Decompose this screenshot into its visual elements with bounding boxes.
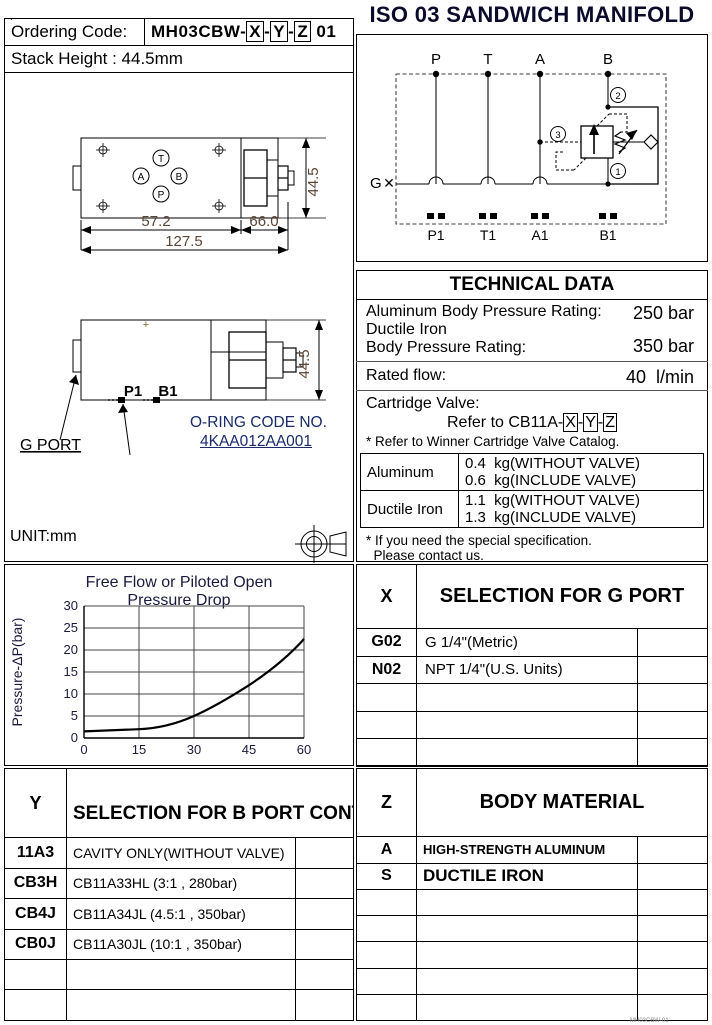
svg-text:B: B [176,172,183,183]
svg-text:66.0: 66.0 [249,213,278,230]
svg-text:2: 2 [615,91,620,102]
svg-text:1: 1 [615,167,620,178]
svg-text:44.5: 44.5 [305,167,322,196]
svg-text:30: 30 [64,598,78,613]
svg-text:10: 10 [64,686,78,701]
svg-text:44.5: 44.5 [296,349,313,378]
svg-text:A: A [138,172,145,183]
svg-text:25: 25 [64,620,78,635]
svg-text:Flow-Q(l/min): Flow-Q(l/min) [149,759,239,761]
svg-text:+: + [143,319,149,331]
svg-text:0: 0 [80,742,87,757]
svg-text:B: B [603,51,613,68]
svg-text:P: P [431,51,441,68]
svg-text:T: T [483,51,492,68]
svg-text:Pressure-ΔP(bar): Pressure-ΔP(bar) [9,618,25,727]
svg-text:15: 15 [64,664,78,679]
svg-text:P: P [158,190,165,201]
svg-text:T: T [158,154,164,165]
svg-text:B1: B1 [599,227,616,243]
svg-text:A1: A1 [531,227,548,243]
svg-text:B1: B1 [158,383,177,400]
svg-text:15: 15 [132,742,146,757]
svg-text:G: G [370,175,382,192]
svg-text:P1: P1 [124,383,142,400]
svg-text:A: A [535,51,545,68]
svg-text:P1: P1 [427,227,444,243]
svg-text:127.5: 127.5 [165,233,203,250]
svg-text:G PORT: G PORT [20,437,81,454]
svg-text:60: 60 [297,742,311,757]
svg-text:5: 5 [71,708,78,723]
svg-text:20: 20 [64,642,78,657]
svg-text:57.2: 57.2 [141,213,170,230]
svg-text:3: 3 [555,130,560,141]
svg-text:✕: ✕ [383,175,395,191]
svg-text:T1: T1 [480,227,497,243]
svg-text:30: 30 [187,742,201,757]
svg-text:0: 0 [71,730,78,745]
svg-text:45: 45 [242,742,256,757]
